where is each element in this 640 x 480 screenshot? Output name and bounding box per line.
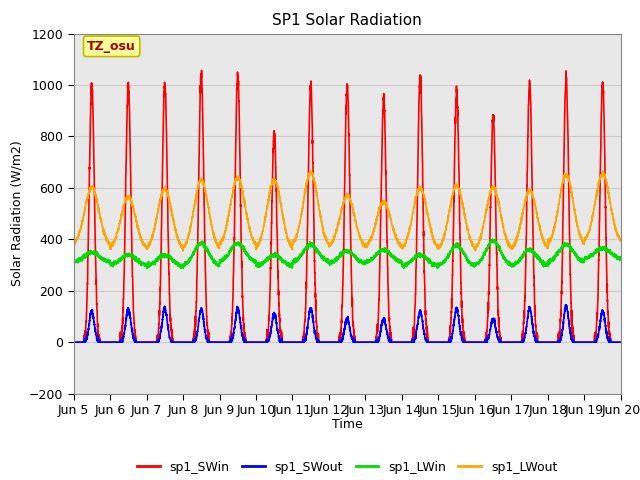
- sp1_LWout: [168, 210, 176, 216]
- Line: sp1_LWout: sp1_LWout: [74, 171, 621, 251]
- sp1_SWin: [616, 339, 624, 345]
- X-axis label: Time: Time: [332, 419, 363, 432]
- sp1_LWin: [501, 256, 509, 262]
- sp1_LWout: [70, 242, 77, 248]
- sp1_LWin: [470, 262, 477, 268]
- sp1_LWin: [327, 259, 335, 265]
- sp1_SWin: [470, 339, 477, 345]
- sp1_SWin: [70, 339, 77, 345]
- sp1_SWin: [501, 339, 509, 345]
- sp1_SWin: [198, 68, 205, 73]
- sp1_LWin: [617, 254, 625, 260]
- sp1_LWin: [168, 256, 176, 262]
- sp1_SWin: [440, 339, 447, 345]
- sp1_LWin: [143, 265, 151, 271]
- sp1_LWout: [327, 241, 335, 247]
- sp1_LWout: [617, 238, 625, 243]
- Title: SP1 Solar Radiation: SP1 Solar Radiation: [273, 13, 422, 28]
- sp1_SWout: [617, 339, 625, 345]
- sp1_SWout: [470, 339, 477, 345]
- sp1_LWin: [70, 259, 77, 264]
- Y-axis label: Solar Radiation (W/m2): Solar Radiation (W/m2): [10, 141, 23, 287]
- sp1_LWin: [440, 259, 447, 265]
- sp1_SWout: [562, 302, 570, 308]
- sp1_SWout: [327, 339, 335, 345]
- sp1_SWout: [70, 339, 77, 345]
- sp1_SWout: [501, 339, 509, 345]
- sp1_LWout: [440, 235, 447, 241]
- Line: sp1_LWin: sp1_LWin: [74, 239, 621, 268]
- Text: TZ_osu: TZ_osu: [87, 40, 136, 53]
- sp1_LWout: [501, 231, 509, 237]
- sp1_LWout: [470, 244, 478, 250]
- sp1_SWout: [168, 339, 176, 345]
- sp1_LWout: [616, 238, 624, 243]
- sp1_SWin: [617, 339, 625, 345]
- sp1_LWin: [616, 254, 624, 260]
- sp1_SWout: [440, 339, 447, 345]
- sp1_LWout: [307, 168, 315, 174]
- sp1_SWin: [168, 337, 176, 343]
- sp1_LWout: [179, 248, 187, 254]
- Line: sp1_SWin: sp1_SWin: [74, 71, 621, 342]
- Legend: sp1_SWin, sp1_SWout, sp1_LWin, sp1_LWout: sp1_SWin, sp1_SWout, sp1_LWin, sp1_LWout: [132, 456, 563, 479]
- Line: sp1_SWout: sp1_SWout: [74, 305, 621, 342]
- sp1_LWin: [489, 236, 497, 242]
- sp1_SWout: [616, 339, 624, 345]
- sp1_SWin: [327, 339, 335, 345]
